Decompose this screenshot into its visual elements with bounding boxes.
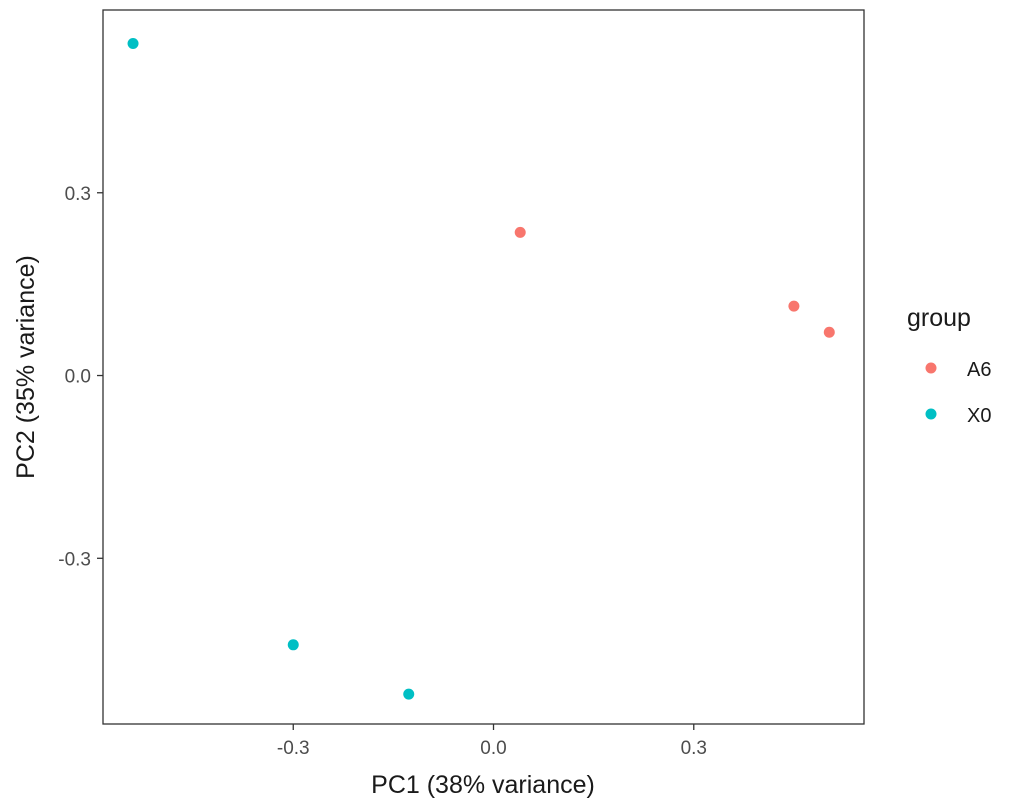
data-point-x0	[287, 639, 299, 651]
data-point-a6	[823, 326, 835, 338]
x-axis-ticks: -0.3 0.0 0.3	[277, 724, 707, 759]
y-tick-label: 0.3	[65, 184, 91, 205]
legend-label: X0	[967, 405, 991, 427]
legend-item-x0: X0	[925, 405, 991, 427]
y-axis-ticks: -0.3 0.0 0.3	[58, 184, 103, 570]
legend-key-dot	[925, 408, 937, 420]
legend-label: A6	[967, 359, 991, 381]
y-tick-label: -0.3	[58, 549, 91, 570]
data-point-a6	[788, 300, 800, 312]
x-axis-title: PC1 (38% variance)	[371, 771, 595, 799]
y-tick-label: 0.0	[65, 367, 91, 388]
data-point-x0	[127, 38, 139, 50]
legend-item-a6: A6	[925, 359, 991, 381]
y-axis-title: PC2 (35% variance)	[12, 255, 40, 479]
plot-panel	[102, 9, 865, 725]
legend: group A6 X0	[907, 304, 991, 427]
data-point-a6	[514, 226, 526, 238]
data-points	[127, 38, 835, 700]
legend-title: group	[907, 304, 971, 332]
legend-key-dot	[925, 362, 937, 374]
x-tick-label: -0.3	[277, 738, 310, 759]
x-tick-label: 0.3	[681, 738, 707, 759]
data-point-x0	[403, 688, 415, 700]
x-tick-label: 0.0	[480, 738, 506, 759]
legend-items: A6 X0	[925, 359, 991, 427]
